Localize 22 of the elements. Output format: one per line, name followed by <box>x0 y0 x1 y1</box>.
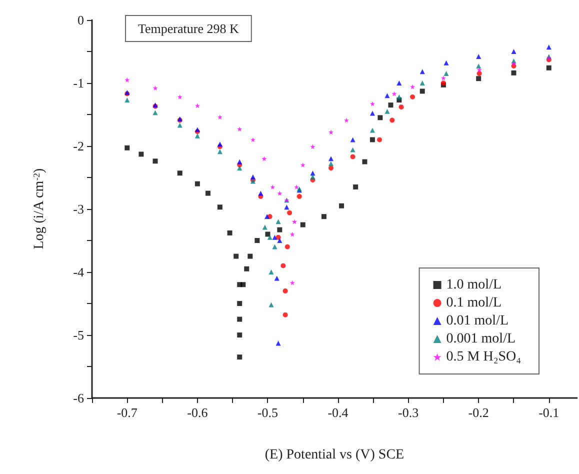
y-axis-title: Log (i/A cm-2) <box>32 168 47 250</box>
legend-label: 0.01 mol/L <box>446 314 509 328</box>
y-tick-label: -4 <box>73 264 84 280</box>
y-tick-label: -3 <box>73 202 84 216</box>
x-tick-label: -0.4 <box>328 405 349 420</box>
y-tick-label: -6 <box>73 390 84 406</box>
x-tick-label: -0.7 <box>116 405 138 420</box>
x-tick-label: -0.3 <box>398 405 419 420</box>
legend-label: 0.1 mol/L <box>446 296 502 310</box>
legend-label: 0.5 M H₂SO₄ <box>446 350 522 364</box>
annotation: Temperature 298 K <box>138 21 240 36</box>
legend-label: 1.0 mol/L <box>446 278 502 292</box>
x-tick-label: -0.2 <box>468 405 489 420</box>
x-tick-label: -0.1 <box>538 405 560 420</box>
y-tick-label: 0 <box>78 12 84 28</box>
y-tick-label: -1 <box>73 76 84 90</box>
x-tick-label: -0.5 <box>257 405 278 420</box>
x-axis-title: (E) Potential vs (V) SCE <box>264 448 404 462</box>
y-tick-label: -2 <box>73 138 84 154</box>
y-tick-label: -5 <box>73 328 84 342</box>
legend-label: 0.001 mol/L <box>446 332 516 346</box>
x-tick-label: -0.6 <box>187 405 208 420</box>
